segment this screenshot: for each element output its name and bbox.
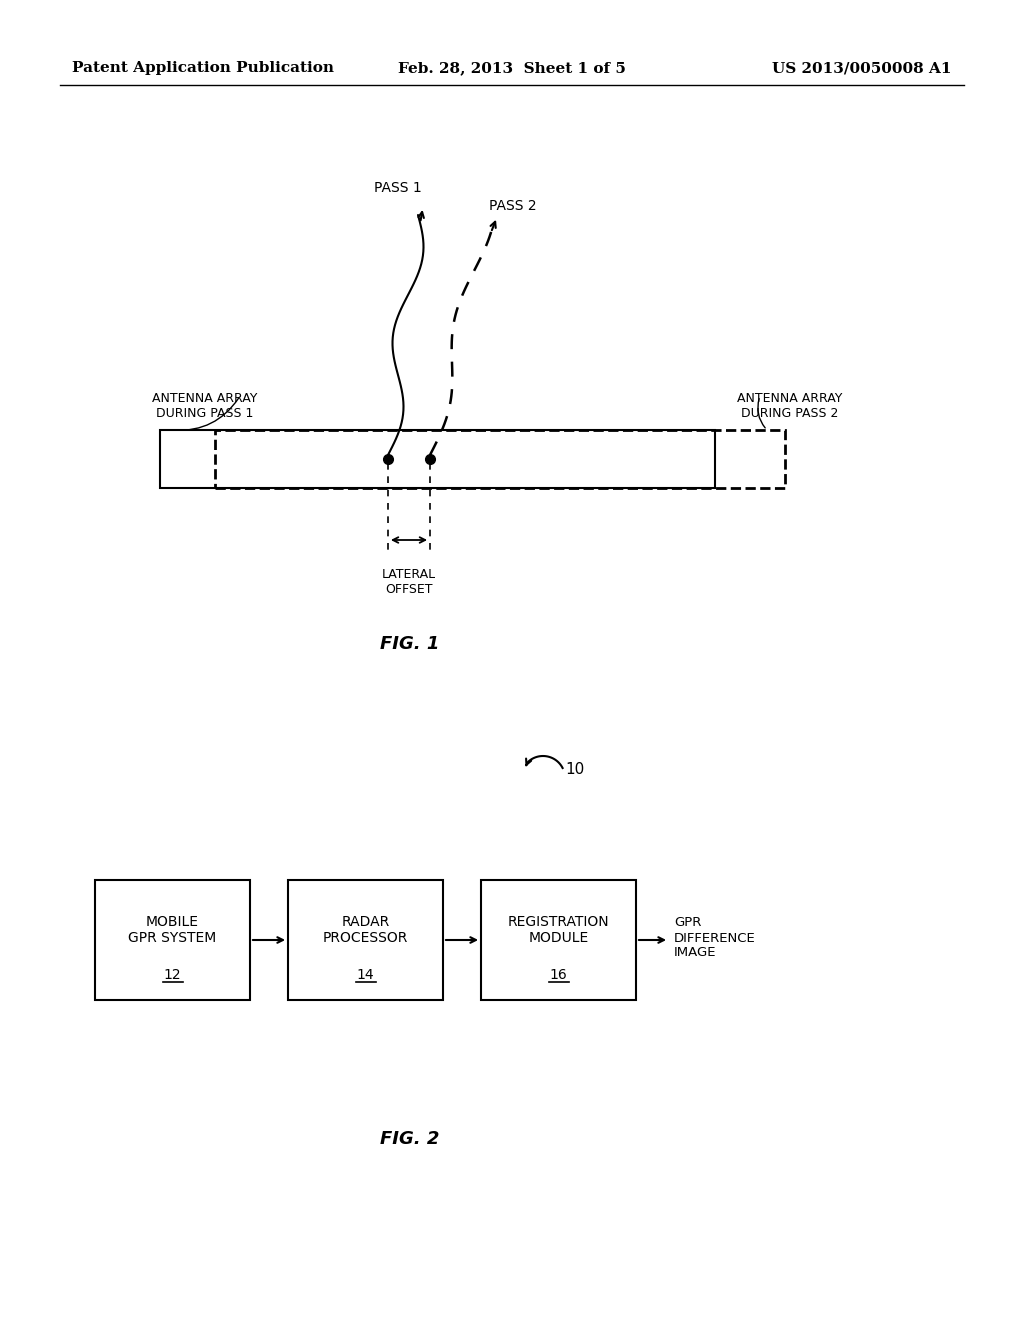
Text: PASS 1: PASS 1	[374, 181, 422, 195]
Text: ANTENNA ARRAY
DURING PASS 2: ANTENNA ARRAY DURING PASS 2	[737, 392, 843, 420]
Bar	[215, 430, 785, 488]
Bar	[160, 430, 715, 488]
Text: Feb. 28, 2013  Sheet 1 of 5: Feb. 28, 2013 Sheet 1 of 5	[398, 61, 626, 75]
Bar	[288, 880, 443, 1001]
Text: REGISTRATION
MODULE: REGISTRATION MODULE	[508, 915, 609, 945]
Text: FIG. 1: FIG. 1	[380, 635, 439, 653]
Text: 16: 16	[550, 968, 567, 982]
Text: FIG. 2: FIG. 2	[380, 1130, 439, 1148]
Text: 10: 10	[565, 763, 585, 777]
Text: Patent Application Publication: Patent Application Publication	[72, 61, 334, 75]
Text: RADAR
PROCESSOR: RADAR PROCESSOR	[323, 915, 409, 945]
Text: US 2013/0050008 A1: US 2013/0050008 A1	[772, 61, 952, 75]
Bar	[95, 880, 250, 1001]
Text: GPR
DIFFERENCE
IMAGE: GPR DIFFERENCE IMAGE	[674, 916, 756, 960]
Bar	[481, 880, 636, 1001]
Text: LATERAL
OFFSET: LATERAL OFFSET	[382, 568, 436, 597]
Text: PASS 2: PASS 2	[489, 199, 537, 213]
Text: ANTENNA ARRAY
DURING PASS 1: ANTENNA ARRAY DURING PASS 1	[153, 392, 258, 420]
Text: 12: 12	[164, 968, 181, 982]
Text: MOBILE
GPR SYSTEM: MOBILE GPR SYSTEM	[128, 915, 217, 945]
Text: 14: 14	[356, 968, 375, 982]
